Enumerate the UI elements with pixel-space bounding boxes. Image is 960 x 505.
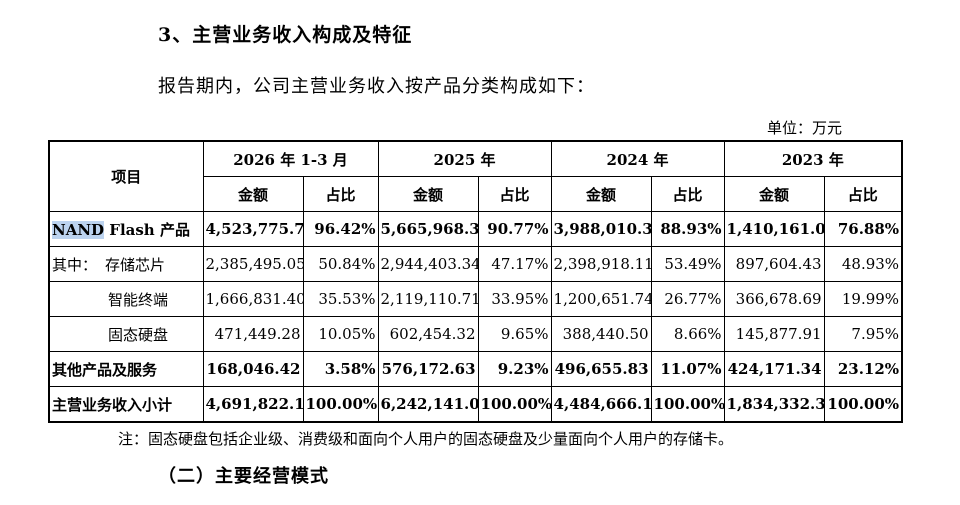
amount-cell: 897,604.43: [723, 246, 825, 282]
amount-cell: 3,988,010.34: [550, 211, 652, 247]
ratio-cell: 76.88%: [823, 211, 903, 247]
subsection-title: （二）主要经营模式: [158, 466, 329, 487]
ratio-cell: 9.65%: [477, 316, 552, 352]
row-label-text: 存储芯片: [105, 255, 166, 274]
ratio-cell: 3.58%: [302, 351, 379, 387]
amount-cell: 1,410,161.04: [723, 211, 825, 247]
amount-cell: 2,385,495.05: [202, 246, 304, 282]
period-header: 2026 年 1-3 月: [202, 140, 379, 177]
amount-header: 金额: [723, 176, 825, 212]
row-label: 智能终端: [48, 281, 204, 317]
ratio-cell: 26.77%: [650, 281, 725, 317]
amount-cell: 5,665,968.37: [377, 211, 479, 247]
ratio-cell: 90.77%: [477, 211, 552, 247]
amount-cell: 6,242,141.00: [377, 386, 479, 423]
ratio-cell: 10.05%: [302, 316, 379, 352]
table-row: 其他产品及服务 168,046.42 3.58% 576,172.63 9.23…: [48, 351, 903, 387]
row-label-rest: Flash 产品: [104, 220, 190, 239]
ratio-cell: 100.00%: [823, 386, 903, 423]
amount-header: 金额: [377, 176, 479, 212]
table-row-total: 主营业务收入小计 4,691,822.15 100.00% 6,242,141.…: [48, 386, 903, 423]
ratio-cell: 48.93%: [823, 246, 903, 282]
ratio-cell: 100.00%: [477, 386, 552, 423]
ratio-cell: 19.99%: [823, 281, 903, 317]
ratio-cell: 50.84%: [302, 246, 379, 282]
amount-cell: 2,119,110.71: [377, 281, 479, 317]
amount-cell: 1,666,831.40: [202, 281, 304, 317]
section-title: 3、主营业务收入构成及特征: [158, 24, 413, 46]
table-header-row: 项目 2026 年 1-3 月 2025 年 2024 年 2023 年: [48, 140, 903, 212]
amount-cell: 424,171.34: [723, 351, 825, 387]
row-label: 其他产品及服务: [48, 351, 204, 387]
table-subheader-row: 金额 占比 金额 占比 金额 占比 金额 占比: [49, 176, 903, 212]
row-label: NAND Flash 产品: [48, 211, 204, 247]
amount-cell: 471,449.28: [202, 316, 304, 352]
ratio-cell: 47.17%: [477, 246, 552, 282]
amount-cell: 4,484,666.17: [550, 386, 652, 423]
amount-cell: 1,200,651.74: [550, 281, 652, 317]
ratio-cell: 8.66%: [650, 316, 725, 352]
table-row: 固态硬盘 471,449.28 10.05% 602,454.32 9.65% …: [48, 316, 903, 352]
amount-cell: 145,877.91: [723, 316, 825, 352]
ratio-header: 占比: [823, 176, 903, 212]
ratio-cell: 53.49%: [650, 246, 725, 282]
period-header: 2023 年: [723, 140, 903, 177]
intro-paragraph: 报告期内，公司主营业务收入按产品分类构成如下：: [158, 76, 595, 97]
amount-cell: 366,678.69: [723, 281, 825, 317]
amount-cell: 2,944,403.34: [377, 246, 479, 282]
ratio-cell: 7.95%: [823, 316, 903, 352]
amount-cell: 496,655.83: [550, 351, 652, 387]
ratio-header: 占比: [650, 176, 725, 212]
ratio-cell: 9.23%: [477, 351, 552, 387]
ratio-cell: 88.93%: [650, 211, 725, 247]
row-label-prefix: 其中：: [52, 255, 98, 274]
period-header: 2024 年: [550, 140, 725, 177]
amount-header: 金额: [550, 176, 652, 212]
period-header: 2025 年: [377, 140, 552, 177]
amount-cell: 4,691,822.15: [202, 386, 304, 423]
ratio-cell: 100.00%: [650, 386, 725, 423]
table-row: 其中： 存储芯片 2,385,495.05 50.84% 2,944,403.34…: [48, 246, 903, 282]
table-row: NAND Flash 产品 4,523,775.73 96.42% 5,665,…: [48, 211, 903, 247]
amount-cell: 4,523,775.73: [202, 211, 304, 247]
ratio-cell: 23.12%: [823, 351, 903, 387]
row-label: 固态硬盘: [48, 316, 204, 352]
row-label: 主营业务收入小计: [48, 386, 204, 423]
item-header: 项目: [48, 140, 204, 212]
unit-label: 单位：万元: [766, 119, 842, 137]
ratio-header: 占比: [302, 176, 379, 212]
highlighted-text: NAND: [52, 220, 105, 239]
revenue-table: 项目 2026 年 1-3 月 2025 年 2024 年 2023 年 金额 …: [48, 140, 904, 423]
row-label: 其中： 存储芯片: [48, 246, 204, 282]
ratio-cell: 11.07%: [650, 351, 725, 387]
amount-cell: 1,834,332.38: [723, 386, 825, 423]
ratio-cell: 96.42%: [302, 211, 379, 247]
amount-cell: 388,440.50: [550, 316, 652, 352]
table-row: 智能终端 1,666,831.40 35.53% 2,119,110.71 33…: [48, 281, 903, 317]
table-footnote: 注：固态硬盘包括企业级、消费级和面向个人用户的固态硬盘及少量面向个人用户的存储卡…: [118, 430, 734, 448]
amount-header: 金额: [202, 176, 304, 212]
amount-cell: 168,046.42: [202, 351, 304, 387]
ratio-cell: 35.53%: [302, 281, 379, 317]
ratio-cell: 100.00%: [302, 386, 379, 423]
amount-cell: 2,398,918.11: [550, 246, 652, 282]
amount-cell: 602,454.32: [377, 316, 479, 352]
amount-cell: 576,172.63: [377, 351, 479, 387]
ratio-header: 占比: [477, 176, 552, 212]
ratio-cell: 33.95%: [477, 281, 552, 317]
